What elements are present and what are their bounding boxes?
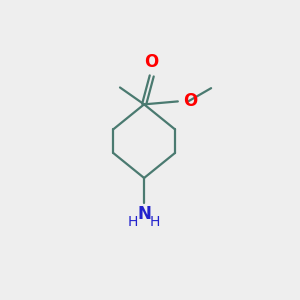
Text: H: H — [150, 215, 160, 230]
Text: O: O — [183, 92, 197, 110]
Text: N: N — [137, 206, 151, 224]
Text: O: O — [145, 52, 159, 70]
Text: H: H — [128, 215, 138, 230]
